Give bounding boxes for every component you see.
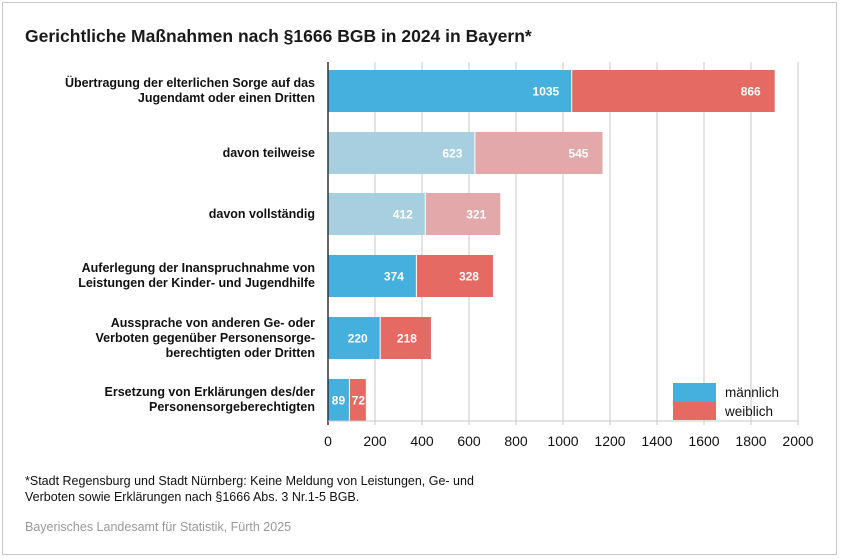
- data-label-maennlich: 1035: [533, 85, 560, 99]
- bar-maennlich: [328, 379, 349, 421]
- data-label-maennlich: 412: [393, 208, 413, 222]
- bar-weiblich: [572, 70, 775, 112]
- category-label: Auferlegung der Inanspruchnahme von Leist…: [15, 261, 315, 291]
- category-label: Ersetzung von Erklärungen des/der Persone…: [15, 385, 315, 415]
- x-tick-label: 400: [410, 433, 434, 449]
- data-label-maennlich: 623: [442, 147, 462, 161]
- x-tick-label: 1200: [594, 433, 625, 449]
- category-label-line: davon teilweise: [222, 145, 315, 160]
- data-label-weiblich: 328: [459, 270, 479, 284]
- data-label-maennlich: 220: [348, 332, 368, 346]
- category-label-line: Personensorgeberechtigten: [148, 400, 315, 414]
- x-tick-label: 1000: [547, 433, 578, 449]
- category-label-line: berechtigten oder Dritten: [165, 345, 315, 360]
- x-tick-label: 2000: [782, 433, 813, 449]
- legend-label-weiblich: weiblich: [724, 404, 773, 419]
- source-note: Bayerisches Landesamt für Statistik, Für…: [25, 520, 292, 534]
- category-label-line: Ersetzung von Erklärungen des/der: [104, 385, 315, 399]
- category-label-line: Aussprache von anderen Ge- oder: [110, 315, 315, 330]
- x-tick-label: 1800: [735, 433, 766, 449]
- category-label: Aussprache von anderen Ge- oder Verboten …: [15, 315, 316, 361]
- chart-title: Gerichtliche Maßnahmen nach §1666 BGB in…: [25, 26, 532, 46]
- footnote: *Stadt Regensburg und Stadt Nürnberg: Ke…: [25, 473, 474, 505]
- x-tick-label: 800: [504, 433, 528, 449]
- x-tick-label: 1600: [688, 433, 719, 449]
- bar-weiblich: [380, 317, 431, 359]
- bar-weiblich: [475, 132, 603, 174]
- data-label-maennlich: 89: [332, 394, 346, 408]
- data-label-weiblich: 72: [352, 394, 366, 408]
- category-label-line: Jugendamt oder einen Dritten: [137, 91, 315, 105]
- data-label-weiblich: 866: [741, 85, 761, 99]
- data-label-weiblich: 218: [397, 332, 417, 346]
- bar-weiblich: [349, 379, 366, 421]
- data-label-maennlich: 374: [384, 270, 404, 284]
- x-tick-label: 1400: [641, 433, 672, 449]
- x-tick-label: 600: [457, 433, 481, 449]
- bar-weiblich: [425, 193, 501, 235]
- x-tick-label: 0: [324, 433, 332, 449]
- category-label: davon vollständig: [15, 207, 315, 222]
- category-label-line: Übertragung der elterlichen Sorge auf da…: [64, 76, 315, 90]
- x-tick-label: 200: [363, 433, 387, 449]
- bar-maennlich: [328, 193, 425, 235]
- footnote-line: Verboten sowie Erklärungen nach §1666 Ab…: [25, 490, 360, 504]
- legend-swatch-maennlich: [673, 383, 716, 402]
- legend-swatch-weiblich: [673, 402, 716, 420]
- data-label-weiblich: 321: [466, 208, 486, 222]
- bar-maennlich: [328, 132, 475, 174]
- bar-maennlich: [328, 255, 416, 297]
- footnote-line: *Stadt Regensburg und Stadt Nürnberg: Ke…: [25, 474, 474, 488]
- legend-label-maennlich: männlich: [725, 385, 779, 400]
- bar-maennlich: [328, 70, 572, 112]
- category-label-line: davon vollständig: [208, 206, 315, 221]
- category-label: Übertragung der elterlichen Sorge auf da…: [15, 76, 315, 106]
- bar-maennlich: [328, 317, 380, 359]
- category-label-line: Leistungen der Kinder- und Jugendhilfe: [78, 276, 315, 290]
- category-label: davon teilweise: [15, 146, 315, 161]
- category-label-line: Auferlegung der Inanspruchnahme von: [81, 261, 315, 275]
- data-label-weiblich: 545: [568, 147, 588, 161]
- category-label-line: Verboten gegenüber Personensorge-: [95, 330, 316, 345]
- bar-weiblich: [416, 255, 493, 297]
